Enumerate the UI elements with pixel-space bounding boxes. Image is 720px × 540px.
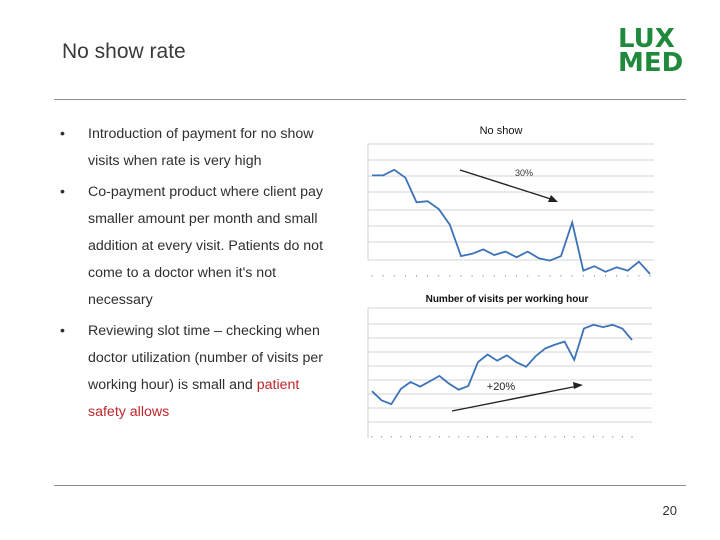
bottom-divider (54, 485, 686, 486)
slide-title: No show rate (62, 40, 186, 63)
bullet-text: Co-payment product where client pay smal… (88, 184, 324, 308)
chart-annotation: 30% (515, 168, 533, 178)
chart-ticks (371, 275, 651, 277)
logo-line-1: LUX (618, 24, 675, 54)
chart-grid (367, 143, 654, 261)
page-number: 20 (662, 503, 677, 518)
chart-annotation: +20% (487, 381, 516, 393)
bullet-item: • Co-payment product where client pay sm… (60, 179, 340, 314)
series-line (372, 168, 651, 275)
top-divider (54, 99, 686, 100)
bullet-dot: • (60, 126, 65, 142)
logo-line-2: MED (618, 48, 684, 78)
series-line (371, 323, 633, 406)
chart-title: Number of visits per working hour (426, 294, 589, 305)
trend-arrow-head (548, 195, 558, 202)
bullet-list: • Introduction of payment for no show vi… (60, 121, 340, 430)
bullet-item: • Reviewing slot time – checking when do… (60, 318, 340, 426)
bullet-text: Introduction of payment for no show visi… (88, 126, 314, 169)
bullet-highlight: patient safety allows (88, 377, 300, 420)
bullet-dot: • (60, 323, 65, 339)
trend-arrow (459, 169, 555, 201)
chart-title: No show (480, 125, 523, 137)
bullet-text: Reviewing slot time – checking when doct… (88, 323, 323, 393)
luxmed-logo: LUX MED (618, 24, 684, 78)
chart-ticks (371, 436, 633, 438)
no-show-chart: No show 30% (367, 125, 654, 277)
visits-per-hour-chart: Number of visits per working hour +20% (367, 294, 652, 438)
chart-grid (367, 307, 652, 438)
bullet-item: • Introduction of payment for no show vi… (60, 121, 340, 175)
trend-arrow-head (573, 382, 583, 389)
bullet-dot: • (60, 184, 65, 200)
trend-arrow (451, 385, 579, 412)
